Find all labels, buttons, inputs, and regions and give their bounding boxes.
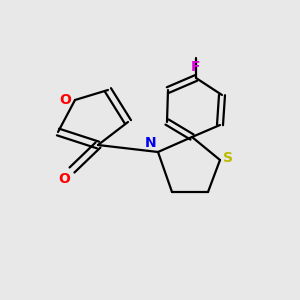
Text: F: F [191,60,201,74]
Text: O: O [58,172,70,186]
Text: S: S [223,151,233,165]
Text: N: N [144,136,156,150]
Text: O: O [59,93,71,107]
